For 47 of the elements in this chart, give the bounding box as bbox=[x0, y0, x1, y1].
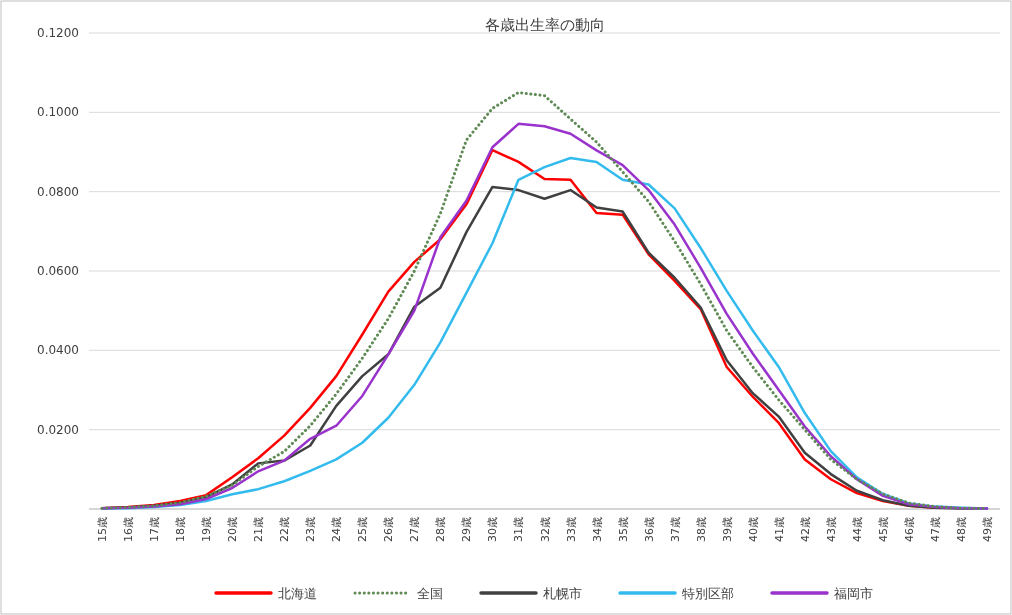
legend-label: 特別区部 bbox=[682, 586, 734, 601]
x-tick-label: 22歳 bbox=[278, 517, 292, 542]
x-tick-label: 36歳 bbox=[642, 517, 656, 542]
x-tick-label: 33歳 bbox=[564, 517, 578, 542]
x-tick-label: 17歳 bbox=[148, 517, 162, 542]
x-tick-label: 35歳 bbox=[616, 517, 630, 542]
x-tick-label: 31歳 bbox=[512, 517, 526, 542]
x-tick-label: 34歳 bbox=[590, 517, 604, 542]
x-tick-label: 37歳 bbox=[668, 517, 682, 542]
y-tick-label: 0.0200 bbox=[37, 422, 79, 437]
x-tick-label: 23歳 bbox=[304, 517, 318, 542]
x-tick-label: 32歳 bbox=[538, 517, 552, 542]
x-tick-label: 28歳 bbox=[434, 517, 448, 542]
x-tick-label: 20歳 bbox=[226, 517, 240, 542]
x-tick-label: 48歳 bbox=[954, 517, 968, 542]
x-tick-label: 21歳 bbox=[252, 517, 266, 542]
x-tick-label: 45歳 bbox=[876, 517, 890, 542]
x-tick-label: 40歳 bbox=[746, 517, 760, 542]
x-tick-label: 49歳 bbox=[980, 517, 994, 542]
x-tick-label: 26歳 bbox=[382, 517, 396, 542]
x-tick-label: 43歳 bbox=[824, 517, 838, 542]
legend-label: 北海道 bbox=[278, 586, 317, 601]
x-tick-label: 39歳 bbox=[720, 517, 734, 542]
x-tick-label: 15歳 bbox=[96, 517, 110, 542]
x-tick-label: 41歳 bbox=[772, 517, 786, 542]
legend-label: 全国 bbox=[417, 586, 443, 601]
legend-label: 福岡市 bbox=[834, 586, 873, 601]
y-tick-label: 0.0600 bbox=[37, 264, 79, 278]
x-tick-label: 25歳 bbox=[356, 517, 370, 542]
y-tick-label: 0.1000 bbox=[37, 105, 79, 120]
chart-title: 各歳出生率の動向 bbox=[484, 16, 605, 34]
x-tick-label: 16歳 bbox=[122, 517, 136, 542]
legend-label: 札幌市 bbox=[543, 586, 582, 601]
y-tick-label: 0.0400 bbox=[37, 343, 79, 358]
x-tick-label: 24歳 bbox=[330, 517, 344, 542]
x-tick-label: 18歳 bbox=[174, 517, 188, 542]
x-tick-label: 30歳 bbox=[486, 517, 500, 542]
x-tick-label: 19歳 bbox=[200, 517, 214, 542]
y-tick-label: 0.1200 bbox=[37, 26, 79, 40]
x-tick-label: 42歳 bbox=[798, 517, 812, 542]
x-tick-label: 38歳 bbox=[694, 517, 708, 542]
x-tick-label: 47歳 bbox=[928, 517, 942, 542]
x-tick-label: 27歳 bbox=[408, 517, 422, 542]
x-tick-label: 46歳 bbox=[902, 517, 916, 542]
x-tick-label: 29歳 bbox=[460, 517, 474, 542]
x-tick-label: 44歳 bbox=[850, 517, 864, 542]
y-tick-label: 0.0800 bbox=[37, 184, 79, 199]
